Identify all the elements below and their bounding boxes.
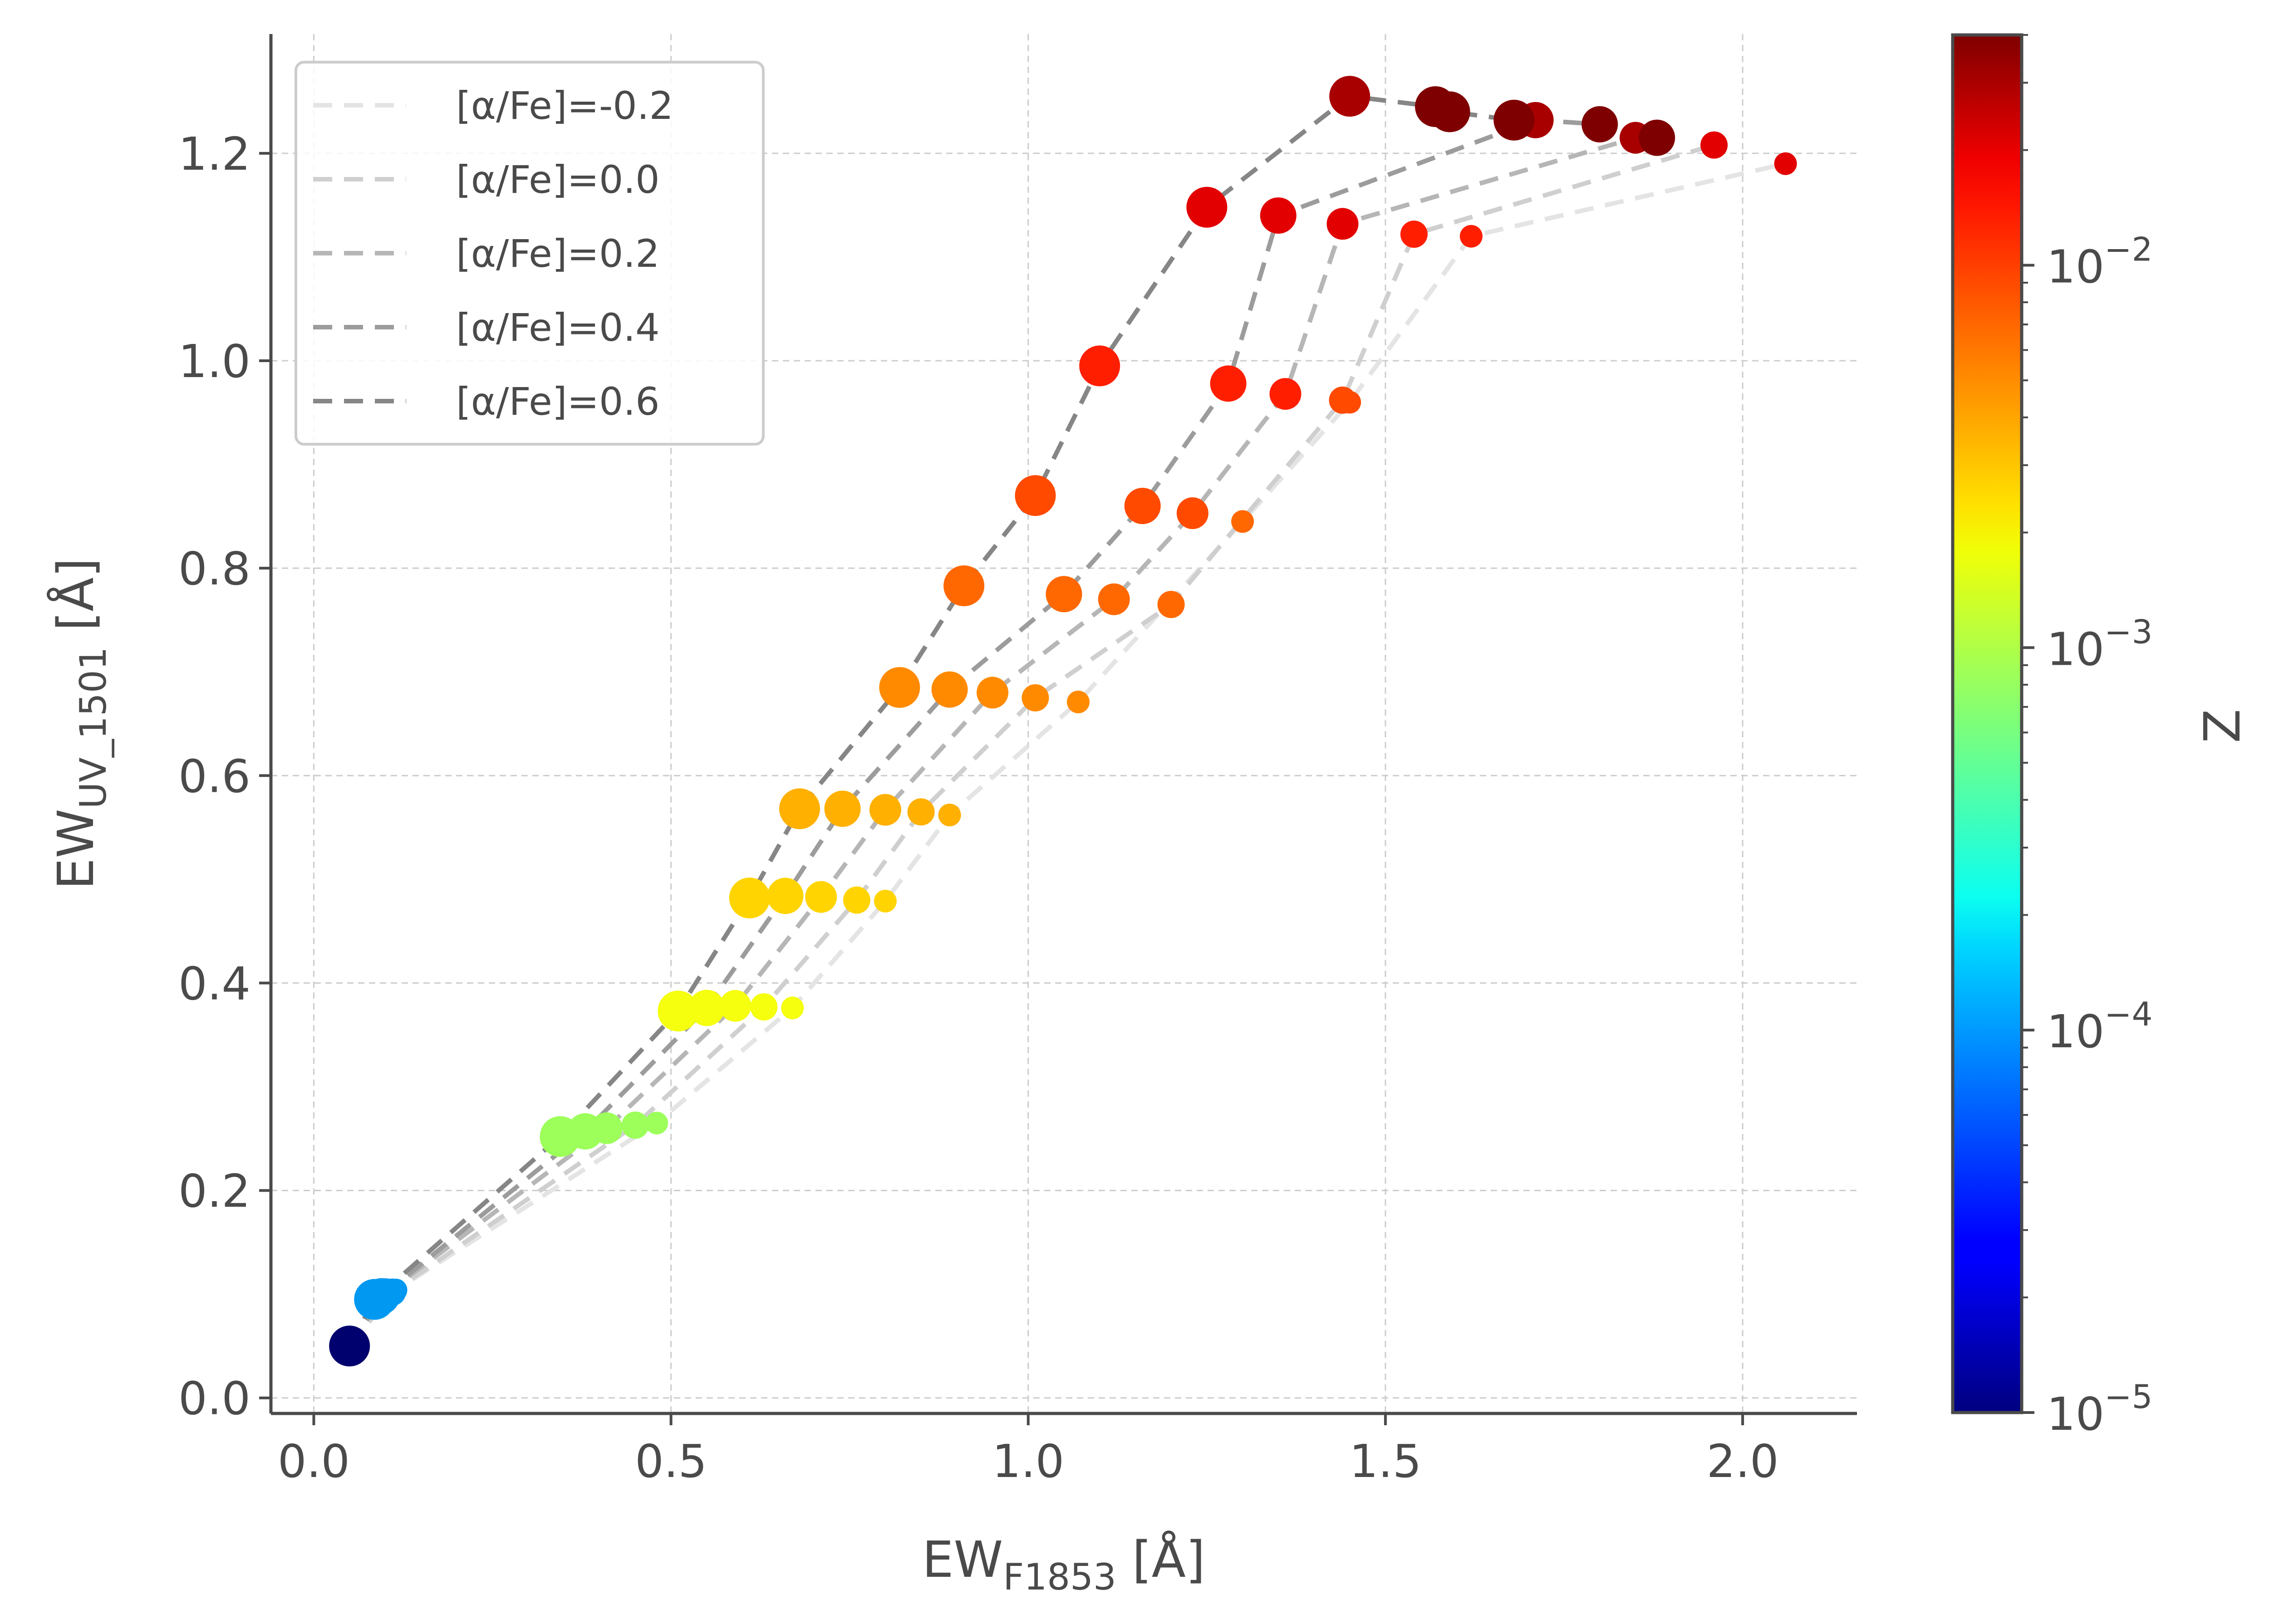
- data-point: [354, 1279, 395, 1320]
- data-point: [1210, 365, 1247, 402]
- data-point: [1581, 106, 1618, 142]
- legend-label-1: [α/Fe]=0.0: [456, 157, 660, 202]
- data-point: [658, 991, 699, 1032]
- colorbar-tick-label: 10−5: [2047, 1378, 2152, 1441]
- x-tick-label: 0.0: [278, 1435, 350, 1488]
- data-point: [879, 667, 920, 708]
- legend-label-3: [α/Fe]=0.4: [456, 305, 660, 350]
- x-tick-label: 1.0: [992, 1435, 1064, 1488]
- data-point: [1124, 488, 1161, 524]
- y-tick-label: 0.0: [178, 1372, 250, 1425]
- data-point: [719, 990, 751, 1022]
- data-point: [750, 993, 778, 1021]
- data-point: [1329, 386, 1356, 414]
- data-point: [1157, 591, 1185, 618]
- data-point: [805, 881, 837, 913]
- y-tick-label: 1.0: [178, 335, 250, 388]
- data-point: [1098, 583, 1130, 615]
- series-line-3: [347, 118, 1658, 1348]
- series-points: [329, 76, 1797, 1367]
- data-point: [779, 788, 820, 829]
- x-tick-label: 0.5: [635, 1435, 707, 1488]
- y-tick-label: 1.2: [178, 128, 250, 181]
- colorbar-frame: [1951, 33, 2023, 1414]
- axes: [269, 34, 1857, 1415]
- colorbar-tick-label: 10−2: [2047, 230, 2152, 293]
- data-point: [1022, 684, 1049, 711]
- data-point: [1700, 131, 1728, 159]
- y-tick-label: 0.4: [178, 957, 250, 1010]
- legend-label-4: [α/Fe]=0.6: [456, 379, 660, 424]
- x-axis-title: EWF1853 [Å]: [922, 1530, 1205, 1598]
- colorbar-gradient: [1953, 35, 2022, 1413]
- data-point: [1329, 76, 1370, 117]
- data-point: [540, 1116, 581, 1157]
- data-point: [1176, 497, 1208, 529]
- colorbar-ticks: 10−5 10−4 10−3 10−2: [2022, 34, 2152, 1441]
- grid: [271, 34, 1857, 1413]
- y-tick-label: 0.2: [178, 1165, 250, 1218]
- x-ticks: 0.0 0.5 1.0 1.5 2.0: [278, 1413, 1779, 1488]
- data-point: [1067, 691, 1090, 713]
- data-point: [1046, 576, 1082, 613]
- series-line-2: [348, 135, 1636, 1348]
- data-point: [824, 790, 861, 827]
- data-point: [1326, 208, 1359, 240]
- data-point: [1493, 99, 1535, 141]
- data-point: [1269, 378, 1301, 410]
- data-point: [1459, 225, 1483, 248]
- colorbar-tick-label: 10−4: [2047, 995, 2152, 1058]
- colorbar-label: Z: [2193, 709, 2251, 743]
- data-point: [1231, 510, 1254, 533]
- legend-label-2: [α/Fe]=0.2: [456, 231, 660, 276]
- data-point: [869, 794, 901, 826]
- data-point: [1639, 119, 1675, 156]
- legend: [α/Fe]=-0.2 [α/Fe]=0.0 [α/Fe]=0.2 [α/Fe]=0.…: [295, 61, 765, 446]
- data-point: [943, 565, 985, 606]
- data-point: [1400, 221, 1428, 248]
- data-point: [781, 996, 804, 1020]
- data-point: [1260, 197, 1297, 234]
- data-point: [767, 878, 804, 914]
- colorbar: 10−5 10−4 10−3 10−2 Z: [1951, 33, 2251, 1441]
- data-point: [907, 798, 935, 826]
- data-point: [1429, 91, 1470, 132]
- x-tick-label: 2.0: [1707, 1435, 1779, 1488]
- data-point: [1774, 152, 1797, 175]
- legend-label-0: [α/Fe]=-0.2: [456, 83, 673, 128]
- data-point: [621, 1111, 649, 1139]
- data-point: [938, 804, 961, 827]
- data-point: [645, 1112, 668, 1134]
- x-tick-label: 1.5: [1349, 1435, 1421, 1488]
- y-axis-title: EWUV_1501 [Å]: [46, 558, 114, 889]
- y-ticks: 0.0 0.2 0.4 0.6 0.8 1.0 1.2: [178, 128, 271, 1425]
- data-point: [1015, 475, 1056, 516]
- data-point: [977, 677, 1009, 709]
- y-tick-label: 0.8: [178, 542, 250, 595]
- data-point: [931, 671, 968, 708]
- data-point: [1079, 345, 1120, 387]
- data-point: [1186, 186, 1228, 228]
- legend-frame: [295, 61, 765, 446]
- y-tick-label: 0.6: [178, 750, 250, 803]
- series-line-4: [347, 93, 1514, 1347]
- colorbar-tick-label: 10−3: [2047, 613, 2152, 676]
- data-point: [329, 1325, 370, 1367]
- data-point: [729, 878, 770, 918]
- data-point: [843, 886, 870, 914]
- data-point: [874, 889, 897, 913]
